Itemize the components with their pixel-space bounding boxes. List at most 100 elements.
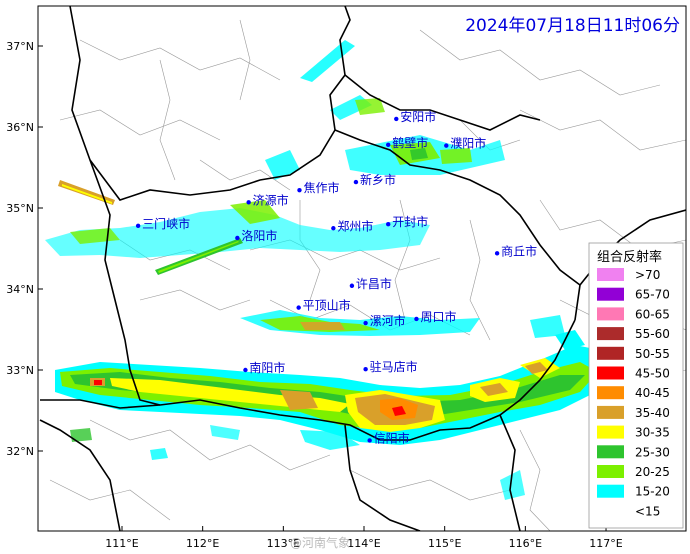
legend-label: 40-45 (635, 386, 670, 400)
city-dot (246, 200, 251, 205)
city-marker: 新乡市 (353, 172, 396, 187)
city-label: 漯河市 (370, 313, 406, 328)
city-label: 商丘市 (501, 243, 537, 258)
city-marker: 许昌市 (349, 276, 392, 291)
radar-echoes (45, 40, 610, 500)
city-dot (414, 316, 419, 322)
plot-area (38, 6, 686, 531)
legend-swatch (597, 386, 624, 400)
city-marker: 漯河市 (363, 313, 406, 328)
city-label: 安阳市 (400, 109, 436, 124)
legend-swatch (597, 504, 624, 518)
legend-label: 65-70 (635, 288, 670, 302)
lat-tick-label: 32°N (6, 445, 34, 458)
city-dot (235, 235, 240, 241)
latitude-axis: 37°N 36°N 35°N 34°N 33°N 32°N (6, 40, 43, 458)
lat-tick-label: 34°N (6, 283, 34, 296)
legend-label: 30-35 (635, 426, 670, 440)
legend-label: 55-60 (635, 327, 670, 341)
map-title: 2024年07月18日11时06分 (465, 16, 680, 36)
city-dot (386, 142, 391, 148)
city-dot (363, 320, 368, 326)
legend-swatch (597, 366, 624, 380)
city-dot (243, 367, 248, 373)
city-marker: 濮阳市 (444, 136, 486, 151)
legend: 组合反射率 >70 65-70 60-65 55-60 50-55 45-50 40-45 3… (588, 242, 684, 529)
city-dot (349, 283, 355, 288)
legend-title: 组合反射率 (597, 249, 662, 265)
lon-tick-label: 113°E (267, 537, 300, 550)
city-marker: 商丘市 (494, 243, 537, 258)
city-label: 郑州市 (337, 218, 373, 233)
city-dot (297, 187, 302, 193)
lat-tick-label: 33°N (6, 364, 34, 377)
legend-label: 20-25 (635, 465, 670, 479)
city-marker: 洛阳市 (235, 228, 277, 243)
lon-tick-label: 114°E (347, 537, 380, 550)
lat-tick-label: 35°N (6, 202, 34, 215)
city-dot (494, 251, 500, 256)
city-label: 许昌市 (356, 276, 392, 291)
city-marker: 郑州市 (331, 218, 373, 233)
legend-label: 45-50 (635, 367, 670, 381)
legend-swatch (597, 268, 624, 281)
legend-swatch (597, 405, 624, 419)
lat-tick-label: 37°N (6, 40, 34, 53)
city-marker: 开封市 (386, 214, 428, 229)
lon-tick-label: 116°E (509, 537, 542, 550)
legend-swatch (597, 465, 624, 478)
lon-tick-label: 115°E (428, 537, 461, 550)
longitude-axis: 111°E 112°E 113°E 114°E 115°E 116°E 117°E (105, 526, 623, 550)
legend-label: 35-40 (635, 406, 670, 420)
map-content (39, 6, 686, 531)
lat-tick-label: 36°N (6, 121, 34, 134)
city-dot (386, 222, 391, 227)
legend-label: 25-30 (635, 445, 670, 459)
city-label: 焦作市 (303, 180, 339, 195)
city-label: 濮阳市 (450, 136, 486, 151)
city-marker: 南阳市 (243, 360, 285, 375)
legend-label: 15-20 (635, 485, 670, 499)
city-label: 鹤壁市 (392, 135, 428, 150)
legend-label: 50-55 (635, 347, 670, 361)
legend-swatch (597, 445, 624, 459)
city-dot (444, 143, 449, 148)
city-label: 新乡市 (360, 172, 396, 187)
city-dot (363, 366, 368, 372)
city-marker: 安阳市 (394, 109, 436, 124)
city-label: 三门峡市 (142, 216, 190, 231)
watermark-text: @河南气象 (290, 535, 350, 550)
city-marker: 济源市 (246, 192, 289, 207)
plot-frame (37, 5, 687, 532)
lon-tick-label: 111°E (105, 537, 138, 550)
city-label: 周口市 (420, 309, 456, 324)
city-dot (353, 179, 359, 185)
legend-swatch (597, 287, 624, 301)
legend-items: >70 65-70 60-65 55-60 50-55 45-50 40-45 35-40 30… (597, 268, 670, 518)
city-label: 济源市 (253, 192, 289, 207)
city-label: 洛阳市 (241, 228, 277, 243)
city-marker: 信阳市 (367, 430, 410, 445)
province-boundaries (39, 6, 686, 531)
city-label: 信阳市 (374, 430, 410, 445)
city-dot (135, 223, 141, 229)
city-dot (331, 226, 336, 231)
city-marker: 鹤壁市 (386, 135, 428, 150)
city-dot (394, 116, 399, 122)
lon-tick-label: 112°E (186, 537, 219, 550)
city-marker: 平顶山市 (296, 298, 351, 313)
city-marker: 驻马店市 (363, 359, 418, 374)
legend-swatch (597, 307, 624, 321)
city-marker: 三门峡市 (135, 216, 190, 231)
city-marker: 周口市 (414, 309, 456, 324)
legend-swatch (597, 484, 624, 498)
lon-tick-label: 117°E (589, 537, 622, 550)
legend-label: <15 (635, 504, 660, 518)
legend-swatch (597, 327, 624, 341)
city-dot (296, 305, 301, 310)
city-label: 驻马店市 (370, 359, 418, 374)
legend-label: >70 (635, 268, 660, 282)
legend-swatch (597, 425, 624, 439)
legend-label: 60-65 (635, 307, 670, 321)
